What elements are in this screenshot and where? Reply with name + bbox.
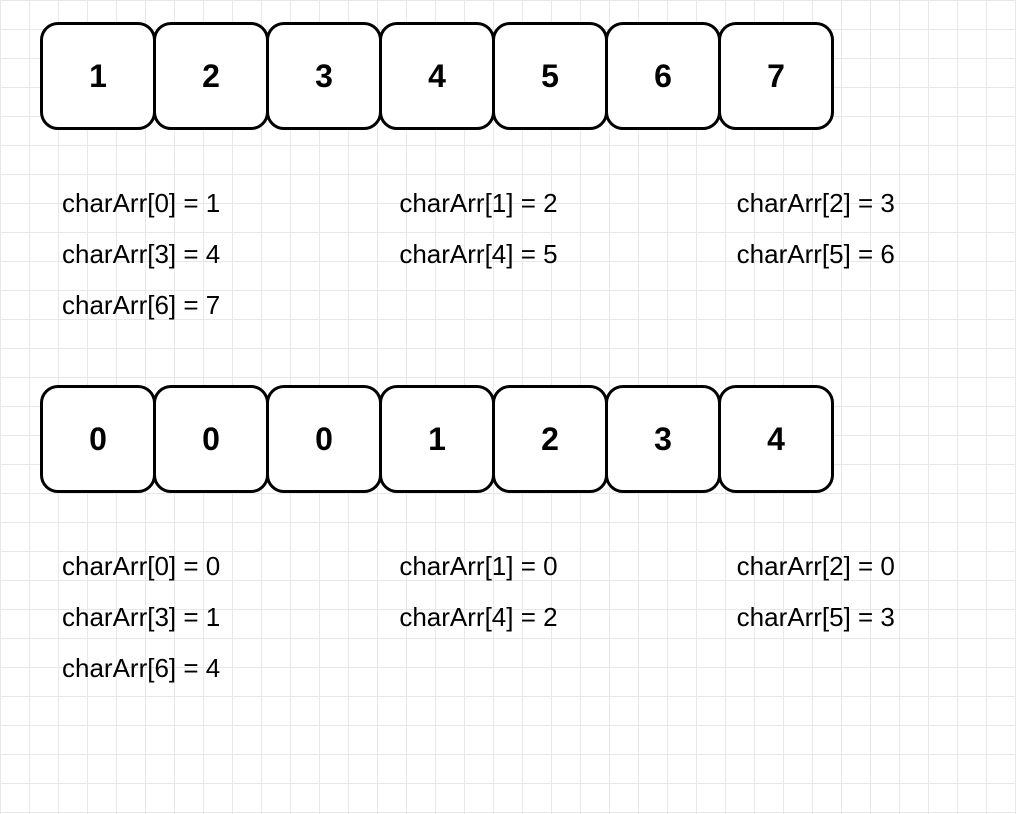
array-row-2: 0 0 0 1 2 3 4 <box>40 385 1016 493</box>
array-cell: 6 <box>605 22 721 130</box>
array-label: charArr[5] = 6 <box>737 239 976 270</box>
array-cell: 2 <box>492 385 608 493</box>
array-cell: 4 <box>379 22 495 130</box>
array-cell: 2 <box>153 22 269 130</box>
array-cell: 5 <box>492 22 608 130</box>
array-label: charArr[6] = 7 <box>62 290 301 321</box>
labels-grid-2: charArr[0] = 0 charArr[1] = 0 charArr[2]… <box>40 551 1016 684</box>
array-cell: 1 <box>379 385 495 493</box>
array-cell: 7 <box>718 22 834 130</box>
array-label: charArr[3] = 1 <box>62 602 301 633</box>
array-cell: 0 <box>266 385 382 493</box>
array-cell: 4 <box>718 385 834 493</box>
array-cell: 1 <box>40 22 156 130</box>
array-label: charArr[1] = 2 <box>399 188 638 219</box>
labels-grid-1: charArr[0] = 1 charArr[1] = 2 charArr[2]… <box>40 188 1016 321</box>
array-cell: 3 <box>605 385 721 493</box>
array-cell: 0 <box>153 385 269 493</box>
array-label: charArr[2] = 0 <box>737 551 976 582</box>
diagram-content: 1 2 3 4 5 6 7 charArr[0] = 1 charArr[1] … <box>0 0 1016 684</box>
array-label: charArr[1] = 0 <box>399 551 638 582</box>
array-label: charArr[4] = 5 <box>399 239 638 270</box>
array-label: charArr[0] = 1 <box>62 188 301 219</box>
array-label: charArr[6] = 4 <box>62 653 301 684</box>
array-label: charArr[5] = 3 <box>737 602 976 633</box>
array-cell: 0 <box>40 385 156 493</box>
array-cell: 3 <box>266 22 382 130</box>
array-label: charArr[4] = 2 <box>399 602 638 633</box>
array-row-1: 1 2 3 4 5 6 7 <box>40 22 1016 130</box>
array-label: charArr[3] = 4 <box>62 239 301 270</box>
array-label: charArr[0] = 0 <box>62 551 301 582</box>
array-label: charArr[2] = 3 <box>737 188 976 219</box>
